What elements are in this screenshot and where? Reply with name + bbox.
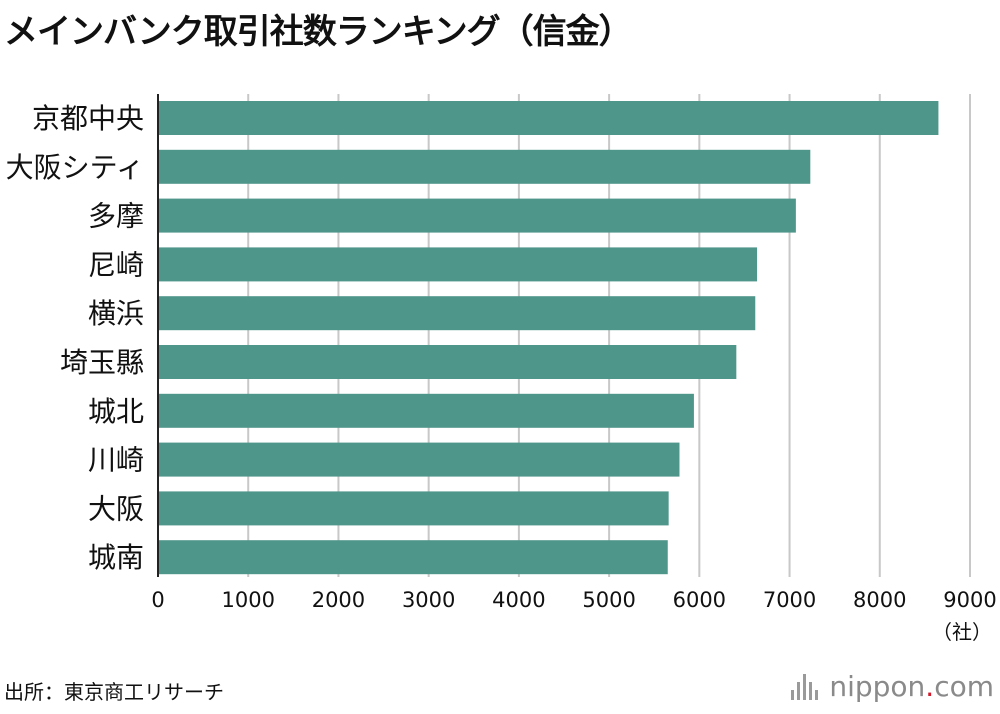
x-tick-label: 0 xyxy=(151,588,164,612)
x-tick-label: 2000 xyxy=(312,588,365,612)
nippon-logo: nippon. com xyxy=(791,670,994,703)
logo-suffix: com xyxy=(934,670,994,703)
logo-name: nippon xyxy=(829,670,926,703)
logo-dot: . xyxy=(925,670,935,703)
bar xyxy=(158,491,669,526)
category-label: 城北 xyxy=(88,395,144,428)
category-label: 川崎 xyxy=(88,444,144,477)
category-label: 京都中央 xyxy=(32,102,144,135)
category-label: 尼崎 xyxy=(88,248,144,281)
x-tick-label: 1000 xyxy=(221,588,274,612)
bar xyxy=(158,442,680,477)
bar xyxy=(158,149,811,184)
x-tick-label: 5000 xyxy=(582,588,635,612)
x-tick-label: 7000 xyxy=(763,588,816,612)
bar xyxy=(158,540,668,575)
source-note: 出所：東京商工リサーチ xyxy=(4,680,224,704)
bar xyxy=(158,345,737,379)
chart-title: メインバンク取引社数ランキング（信金） xyxy=(4,12,633,52)
bar xyxy=(158,393,694,428)
bar xyxy=(158,247,758,282)
bar xyxy=(158,101,939,135)
x-tick-label: 8000 xyxy=(853,588,906,612)
category-label: 大阪シティ xyxy=(6,151,144,184)
x-tick-label: 3000 xyxy=(402,588,455,612)
category-label: 大阪 xyxy=(88,492,144,525)
category-label: 埼玉縣 xyxy=(60,346,144,379)
bars xyxy=(158,101,939,575)
x-tick-label: 9000 xyxy=(943,588,996,612)
x-tick-label: 4000 xyxy=(492,588,545,612)
bar xyxy=(158,296,756,331)
category-label: 城南 xyxy=(88,541,144,574)
unit-label: （社） xyxy=(932,620,992,644)
logo-bars-icon xyxy=(791,673,821,700)
category-label: 横浜 xyxy=(88,297,144,330)
bar xyxy=(158,198,796,233)
x-tick-label: 6000 xyxy=(673,588,726,612)
category-label: 多摩 xyxy=(88,200,144,233)
x-tick-labels: 0 1000 2000 3000 4000 5000 6000 7000 8000 9000 xyxy=(151,588,996,612)
